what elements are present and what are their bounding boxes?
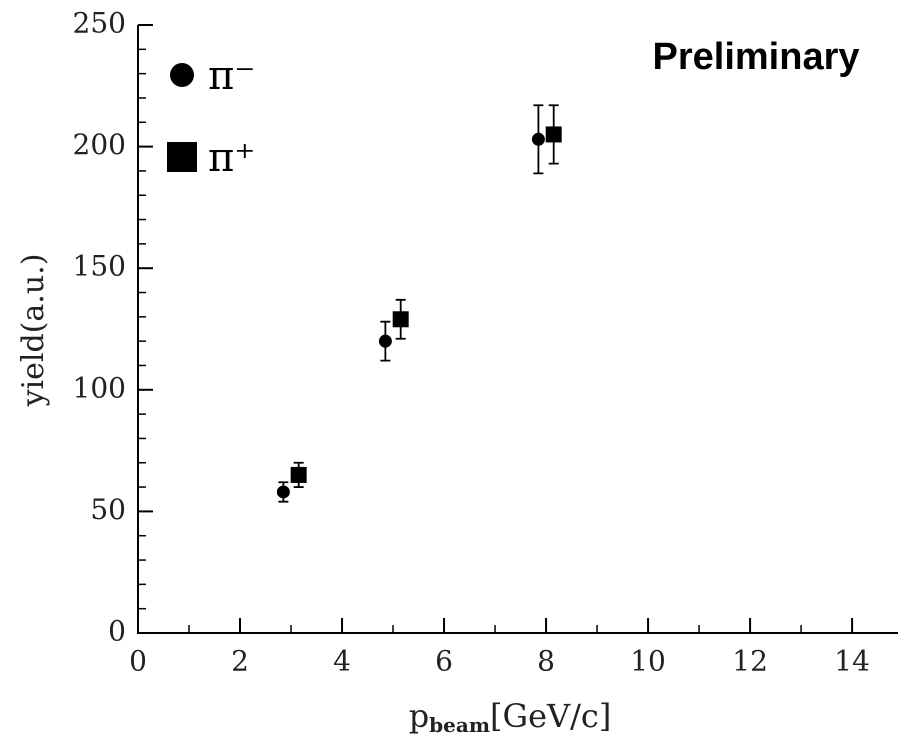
legend-label: π⁻ <box>208 53 255 99</box>
y-axis-label: yield(a.u.) <box>16 254 51 408</box>
legend-label: π⁺ <box>208 135 255 181</box>
point <box>378 334 392 348</box>
y-tick-label: 250 <box>73 7 126 40</box>
point <box>531 132 545 146</box>
x-tick-label: 10 <box>630 645 666 678</box>
x-tick-label: 8 <box>537 645 555 678</box>
point <box>545 126 562 143</box>
x-label-main: p <box>409 697 429 735</box>
legend-marker <box>170 63 194 87</box>
y-tick-label: 100 <box>73 371 126 404</box>
point <box>276 485 290 499</box>
y-tick-label: 50 <box>90 493 126 526</box>
x-tick-label: 14 <box>834 645 870 678</box>
point <box>392 311 409 328</box>
point <box>290 466 307 483</box>
x-label-subscript: beam <box>429 713 490 737</box>
annotation: Preliminary <box>653 36 860 78</box>
y-tick-label: 0 <box>108 615 126 648</box>
y-tick-label: 200 <box>73 128 126 161</box>
axes <box>137 25 898 634</box>
x-label-unit: [GeV/c] <box>490 697 611 735</box>
x-tick-label: 12 <box>732 645 768 678</box>
x-tick-label: 2 <box>231 645 249 678</box>
x-tick-label: 6 <box>435 645 453 678</box>
y-tick-label: 150 <box>73 250 126 283</box>
x-tick-label: 0 <box>129 645 147 678</box>
x-tick-label: 4 <box>333 645 351 678</box>
x-axis-label: pbeam[GeV/c] <box>409 697 612 737</box>
legend-marker <box>167 142 197 172</box>
